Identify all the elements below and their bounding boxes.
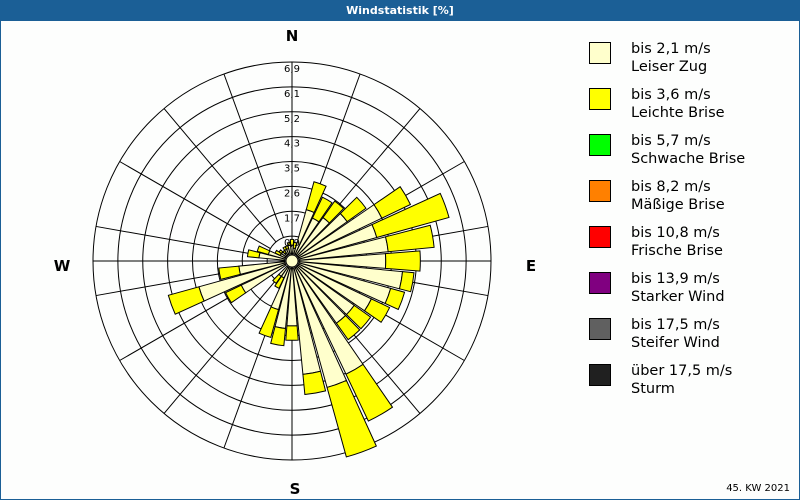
rose-petal-segment	[302, 370, 327, 396]
rose-petal-segment	[167, 286, 205, 315]
rose-petal-segment	[326, 379, 377, 458]
radial-tick-label: 1,7	[284, 213, 300, 224]
rose-petal-segment	[305, 181, 327, 214]
legend-swatch	[589, 318, 611, 340]
legend-label: Leichte Brise	[631, 105, 725, 121]
legend-range: bis 5,7 m/s	[631, 133, 711, 149]
legend-label: Steifer Wind	[631, 335, 720, 351]
legend-swatch	[589, 88, 611, 110]
rose-petal-segment	[218, 265, 241, 281]
legend-range: bis 10,8 m/s	[631, 225, 720, 241]
legend-label: Frische Brise	[631, 243, 723, 259]
direction-north: N	[286, 27, 299, 45]
legend-label: Sturm	[631, 381, 675, 397]
legend-range: bis 8,2 m/s	[631, 179, 711, 195]
legend-label: Mäßige Brise	[631, 197, 725, 213]
radial-tick-label: 0,9	[284, 238, 300, 249]
rose-petal-segment	[256, 245, 271, 256]
rose-petal-segment	[285, 325, 299, 341]
legend-swatch	[589, 134, 611, 156]
rose-petal-segment	[398, 271, 415, 293]
legend-range: bis 17,5 m/s	[631, 317, 720, 333]
rose-petal-segment	[345, 363, 394, 422]
legend-swatch	[589, 364, 611, 386]
rose-petal-segment	[371, 192, 450, 239]
wind-rose-petals	[167, 181, 450, 458]
direction-south: S	[290, 480, 301, 498]
legend-range: über 17,5 m/s	[631, 363, 733, 379]
rose-petal-segment	[272, 273, 282, 285]
chart-title: Windstatistik [%]	[0, 0, 800, 21]
rose-petal-segment	[274, 249, 282, 257]
rose-petal-segment	[363, 298, 391, 323]
rose-petal-segment	[345, 304, 372, 330]
rose-petal-segment	[258, 306, 280, 339]
radial-tick-label: 2,6	[284, 188, 300, 199]
rose-petal-segment	[384, 287, 406, 311]
legend-range: bis 2,1 m/s	[631, 41, 711, 57]
radial-tick-label: 6,1	[284, 89, 300, 100]
legend-label: Schwache Brise	[631, 151, 746, 167]
rose-petal-segment	[278, 249, 284, 255]
wind-rose: 0,9 1,7 2,6 3,5 4,3 5,2 6,1 6,9 N E S W	[54, 27, 536, 498]
legend-swatch	[589, 226, 611, 248]
direction-east: E	[526, 257, 536, 275]
rose-petal-segment	[289, 238, 295, 246]
legend-range: bis 3,6 m/s	[631, 87, 711, 103]
rose-petal-segment	[339, 196, 367, 223]
week-label: 45. KW 2021	[726, 483, 790, 494]
radial-tick-label: 4,3	[284, 139, 300, 150]
rose-petal-segment	[384, 250, 421, 272]
radial-tick-label: 6,9	[284, 64, 300, 75]
rose-petal-segment	[322, 200, 345, 224]
rose-petal-segment	[286, 241, 292, 247]
rose-petal-segment	[373, 185, 412, 219]
legend-label: Starker Wind	[631, 289, 725, 305]
legend-swatch	[589, 180, 611, 202]
rose-petal-segment	[384, 224, 435, 253]
rose-petal-segment	[246, 249, 261, 259]
legend-swatch	[589, 272, 611, 294]
rose-petal-segment	[311, 196, 333, 223]
legend-range: bis 13,9 m/s	[631, 271, 720, 287]
direction-west: W	[54, 257, 71, 275]
legend-swatch	[589, 42, 611, 64]
legend-label: Leiser Zug	[631, 59, 708, 75]
rose-petal-segment	[335, 314, 361, 341]
rose-petal-segment	[274, 275, 285, 289]
rose-petal-segment	[270, 326, 287, 347]
radial-tick-label: 5,2	[284, 114, 300, 125]
radial-tick-labels: 0,9 1,7 2,6 3,5 4,3 5,2 6,1 6,9	[284, 64, 300, 249]
radial-tick-label: 3,5	[284, 164, 300, 175]
rose-petal-segment	[224, 284, 247, 304]
